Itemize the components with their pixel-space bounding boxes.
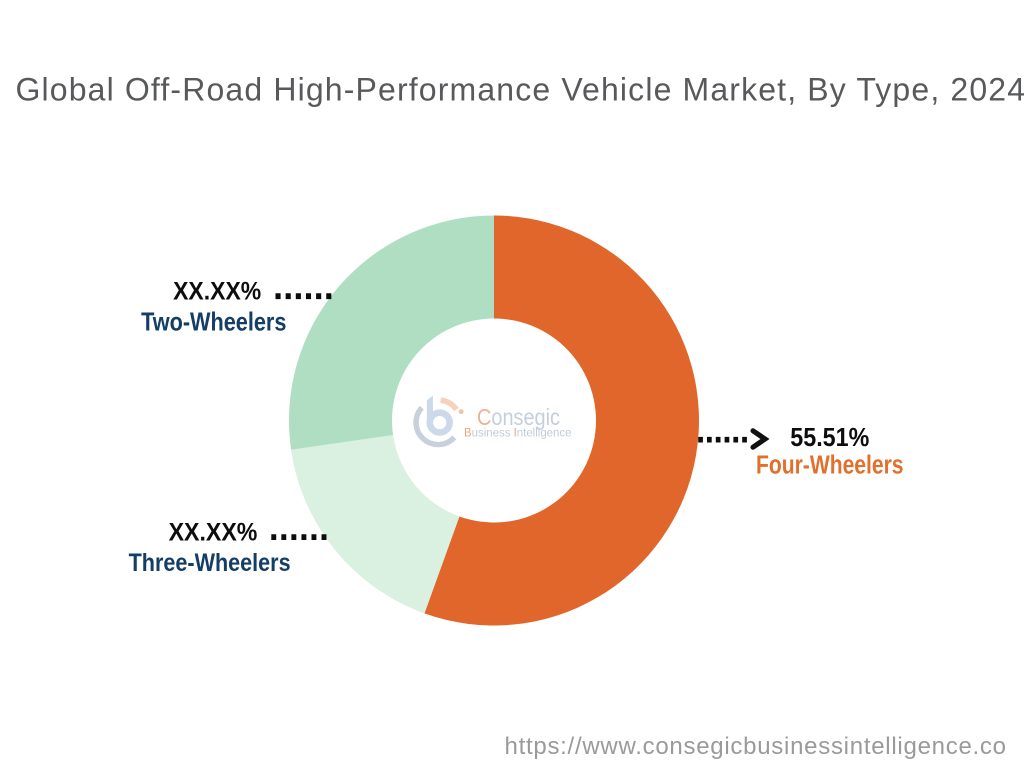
- svg-text:55.51%: 55.51%: [790, 422, 869, 452]
- svg-text:XX.XX%: XX.XX%: [173, 278, 261, 306]
- svg-text:Four-Wheelers: Four-Wheelers: [756, 451, 904, 479]
- svg-text:Business Intelligence: Business Intelligence: [464, 428, 572, 440]
- svg-text:Global Off-Road High-Performan: Global Off-Road High-Performance Vehicle…: [16, 72, 1024, 108]
- svg-text:Consegic: Consegic: [477, 404, 560, 430]
- svg-text:XX.XX%: XX.XX%: [169, 519, 258, 547]
- svg-text:https://www.consegicbusinessin: https://www.consegicbusinessintelligence…: [505, 733, 1007, 760]
- svg-text:Two-Wheelers: Two-Wheelers: [141, 309, 286, 337]
- svg-text:Three-Wheelers: Three-Wheelers: [129, 549, 291, 577]
